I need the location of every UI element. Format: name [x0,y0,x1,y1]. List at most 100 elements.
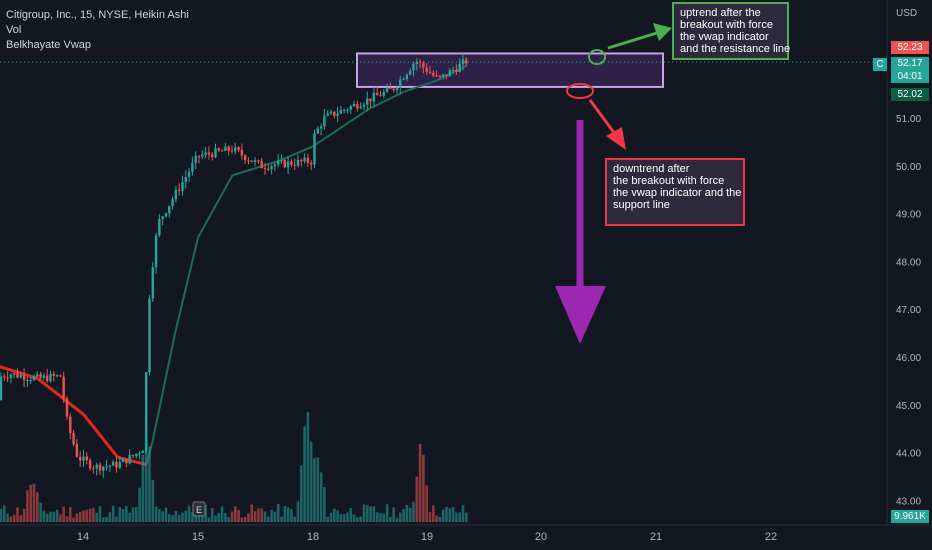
candle-body [85,456,88,461]
candle-body [448,70,451,77]
volume-bar [303,426,306,522]
vwap-line-segment [82,413,120,459]
uptrend-annotation[interactable]: uptrend after the breakout with force th… [672,2,790,60]
volume-bar [217,513,221,522]
volume-bar [134,506,138,522]
candle-body [250,160,253,162]
candle-body [270,166,273,170]
price-tick-label: 45.00 [896,401,921,412]
candle-body [234,147,237,152]
vwap-line-segment [403,78,439,93]
candle-body [72,433,75,445]
candle-body [369,98,372,102]
candle-body [263,168,267,170]
date-tick-label: 21 [650,531,662,543]
candle-body [36,374,39,377]
price-tag-countdown: 04:01 [891,70,929,83]
candle-body [29,380,32,382]
volume-bar [151,479,155,522]
volume-bar [257,508,260,522]
candle-body [174,189,178,200]
candle-body [22,375,26,381]
candle-body [293,164,296,166]
candle-body [418,62,422,64]
volume-bar [296,501,300,522]
candle-body [432,73,435,76]
volume-bar [101,517,105,522]
uptrend-line-3: the vwap indicator [680,31,769,43]
candle-body [197,155,201,157]
date-tick-label: 22 [765,531,777,543]
volume-bar [154,506,158,522]
volume-bar [72,517,75,522]
big-down-arrow-head [555,286,606,344]
volume-bar [362,504,366,522]
candle-body [59,375,62,377]
candle-body [329,111,333,114]
downtrend-arrow-line [588,99,617,135]
breakout-up-circle [588,49,606,65]
price-tick-label: 48.00 [896,257,921,268]
volume-bar [45,513,49,522]
close-badge: C [873,58,887,71]
candle-body [356,104,359,109]
volume-bar [250,504,254,522]
volume-bar [237,509,240,522]
volume-bar [455,512,458,522]
candle-body [9,374,13,378]
volume-bar [82,510,85,522]
candle-body [151,267,154,299]
volume-bar [128,512,131,522]
volume-bar [158,509,161,522]
volume-bar [283,506,287,522]
volume-bar [35,492,39,522]
candle-body [69,416,72,434]
volume-bar [260,508,263,522]
candle-body [458,63,461,72]
candle-body [168,205,171,214]
candle-body [148,298,151,373]
candle-body [465,59,468,64]
breakout-down-circle [566,83,594,99]
candle-body [379,95,382,97]
candle-body [296,159,300,166]
candle-body [313,133,316,165]
resistance-zone [356,52,664,88]
candle-body [184,176,187,183]
candle-body [267,168,270,170]
volume-bar [329,512,333,522]
candle-body [300,159,303,162]
volume-bar [431,505,435,522]
volume-bar [243,516,247,522]
volume-bar [75,513,79,522]
volume-bar [224,513,227,522]
volume-bar [276,504,280,522]
candle-body [95,464,98,469]
volume-bar [326,516,329,522]
candle-body [372,92,376,102]
volume-bar [141,455,145,522]
candle-body [349,106,352,110]
candle-body [346,109,349,111]
volume-bar [412,501,415,522]
chart-legend: Citigroup, Inc., 15, NYSE, Heikin Ashi V… [6,8,189,53]
price-tick-label: 43.00 [896,496,921,507]
candle-body [125,458,128,464]
volume-bar [95,512,98,522]
volume-bar [240,517,244,522]
uptrend-line-2: breakout with force [680,19,773,31]
candle-body [105,466,108,468]
candle-body [39,374,42,378]
volume-bar [332,508,336,522]
candle-body [62,376,65,399]
earnings-marker [192,501,206,517]
volume-bar [62,506,65,522]
volume-bar [313,458,316,522]
candle-body [461,59,465,64]
downtrend-annotation[interactable]: downtrend after the breakout with force … [605,158,745,226]
volume-bar [435,515,438,522]
candle-body [428,72,432,74]
candle-body [445,74,448,77]
candle-body [55,375,59,377]
